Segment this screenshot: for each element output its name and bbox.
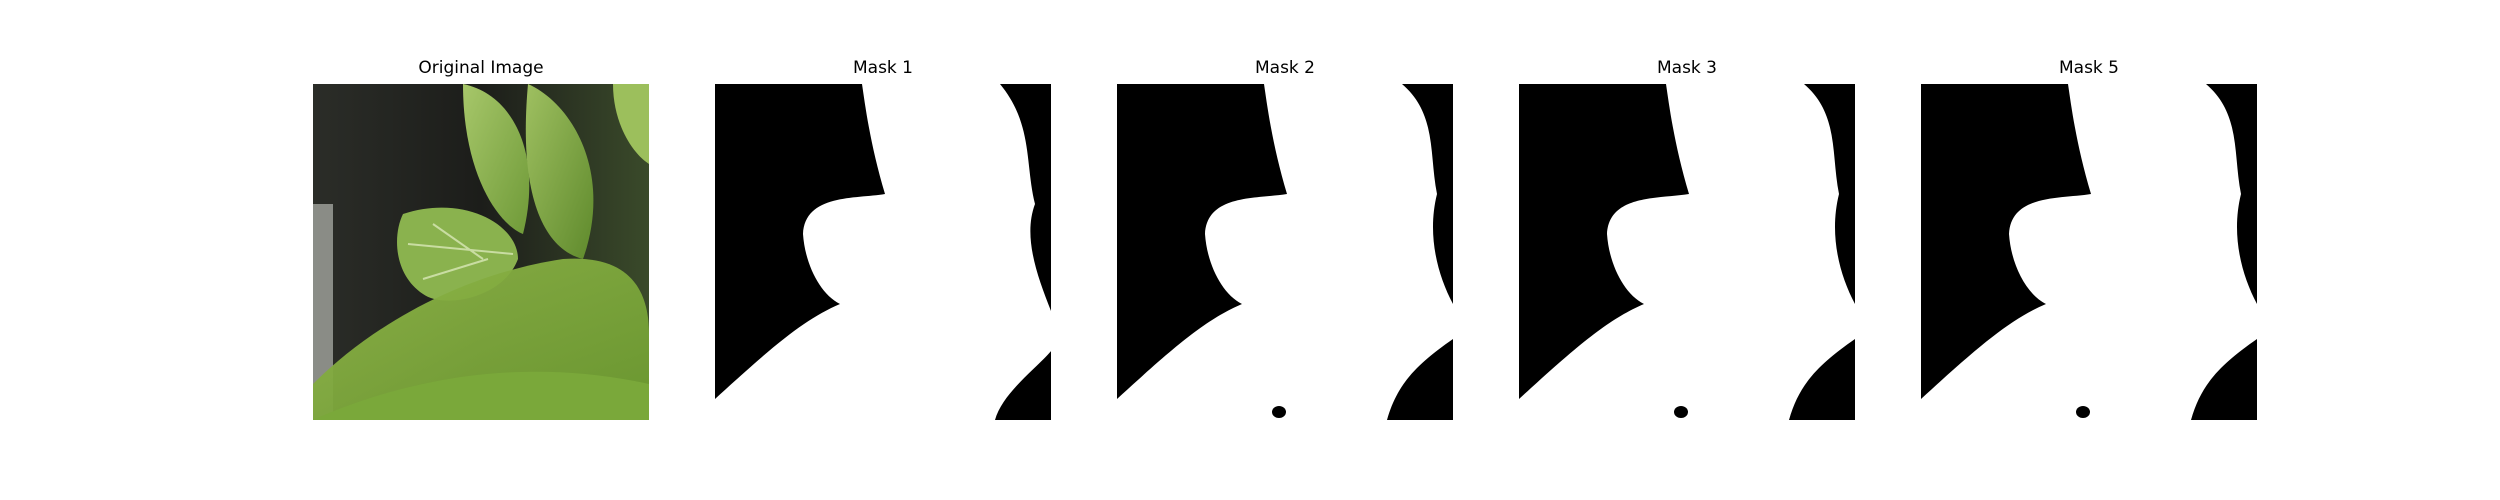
- mask-2-foreground: [1117, 84, 1453, 420]
- mask-5-image: [1921, 84, 2257, 420]
- panel-title-mask-5: Mask 5: [2058, 58, 2119, 78]
- panel-title-original: Original Image: [418, 58, 544, 78]
- mask-3: [1519, 84, 1855, 420]
- plant-photo: [313, 84, 649, 420]
- panel-title-mask-1: Mask 1: [852, 58, 913, 78]
- original-image: [313, 84, 649, 420]
- mask-1: [715, 84, 1051, 420]
- mask-2: [1117, 84, 1453, 420]
- mask-5-foreground: [1921, 84, 2257, 420]
- mask-1-foreground: [715, 84, 1051, 420]
- panel-title-mask-2: Mask 2: [1254, 58, 1315, 78]
- mask-3-foreground: [1519, 84, 1855, 420]
- panel-title-mask-3: Mask 3: [1656, 58, 1717, 78]
- mask-5: [1921, 84, 2257, 420]
- mask-2-image: [1117, 84, 1453, 420]
- mask-1-image: [715, 84, 1051, 420]
- mask-3-image: [1519, 84, 1855, 420]
